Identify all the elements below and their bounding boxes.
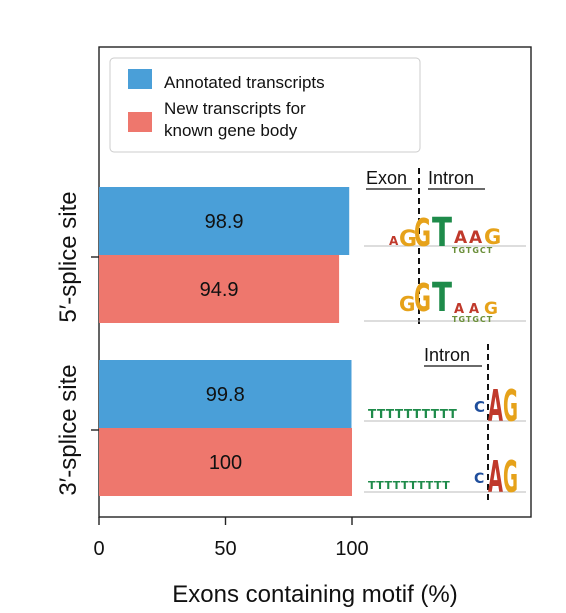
- legend: Annotated transcripts New transcripts fo…: [109, 57, 421, 153]
- logo-letter-a: A: [488, 452, 503, 503]
- logo-letter-a: A: [488, 381, 503, 432]
- legend-label-new-line1: New transcripts for: [164, 99, 306, 118]
- bar-value-label: 100: [209, 452, 242, 474]
- logo-letter-small-row: TGTGCT: [452, 246, 493, 255]
- bar-value-label: 99.8: [206, 384, 245, 406]
- legend-label-annotated: Annotated transcripts: [164, 73, 325, 92]
- logo-letter-c: C: [474, 471, 484, 487]
- bar-5prime-new: [99, 255, 340, 323]
- x-axis-label: Exons containing motif (%): [172, 581, 457, 608]
- x-tick-label: 0: [93, 538, 104, 560]
- logo-letter-g: G: [414, 276, 431, 320]
- logo-letter-g: G: [414, 211, 431, 255]
- logo-letter-g: G: [503, 452, 518, 503]
- logo-label-intron-5prime: Intron: [428, 168, 474, 188]
- logo-letter-a: A: [389, 234, 399, 248]
- sequence-logo-5prime: Exon Intron A G G T A A G TGTGCT G G T A…: [364, 168, 526, 327]
- category-label-5prime: 5′-splice site: [55, 191, 82, 322]
- logo-5prime-annotated: A G G T A A G TGTGCT: [364, 210, 526, 256]
- legend-swatch-new: [128, 112, 152, 132]
- bar-value-label: 98.9: [205, 211, 244, 233]
- bar-value-label: 94.9: [200, 279, 239, 301]
- logo-letter-a: A: [454, 228, 468, 248]
- logo-letter-a: A: [454, 302, 464, 317]
- logo-5prime-new: G G T A A G TGTGCT: [364, 275, 526, 324]
- bar-5prime-annotated: [99, 187, 350, 255]
- bar-3prime-new: [99, 428, 352, 496]
- logo-letter-g: G: [399, 292, 415, 316]
- x-tick-label: 100: [335, 538, 368, 560]
- bar-3prime-annotated: [99, 360, 352, 428]
- logo-letter-g: G: [503, 381, 518, 432]
- logo-letter-t: T: [432, 210, 453, 256]
- bars: 98.9 94.9 99.8 100: [99, 187, 352, 496]
- x-tick-label: 50: [214, 538, 236, 560]
- logo-letter-g: G: [399, 227, 417, 252]
- legend-box: [109, 57, 421, 153]
- logo-letter-pyrimidine-track: TTTTTTTTTT: [368, 407, 458, 421]
- logo-letter-a: A: [469, 228, 483, 248]
- logo-letter-pyrimidine-track: TTTTTTTTTT: [368, 479, 450, 492]
- logo-3prime-annotated: TTTTTTTTTT C A G: [364, 381, 526, 432]
- legend-swatch-annotated: [128, 69, 152, 89]
- logo-letter-g: G: [484, 299, 498, 319]
- logo-label-intron-3prime: Intron: [424, 345, 470, 365]
- legend-label-new-line2: known gene body: [164, 121, 298, 140]
- logo-3prime-new: TTTTTTTTTT C A G: [364, 452, 526, 503]
- logo-letter-small-row: TGTGCT: [452, 315, 493, 324]
- logo-letter-g: G: [484, 225, 501, 249]
- sequence-logo-3prime: Intron TTTTTTTTTT C A G TTTTTTTTTT C A G: [364, 344, 526, 503]
- logo-letter-a: A: [469, 302, 479, 317]
- x-axis-ticks: 0 50 100: [93, 517, 369, 560]
- logo-letter-c: C: [474, 398, 485, 416]
- logo-letter-t: T: [432, 275, 453, 321]
- logo-label-exon: Exon: [366, 168, 407, 188]
- category-label-3prime: 3′-splice site: [55, 364, 82, 495]
